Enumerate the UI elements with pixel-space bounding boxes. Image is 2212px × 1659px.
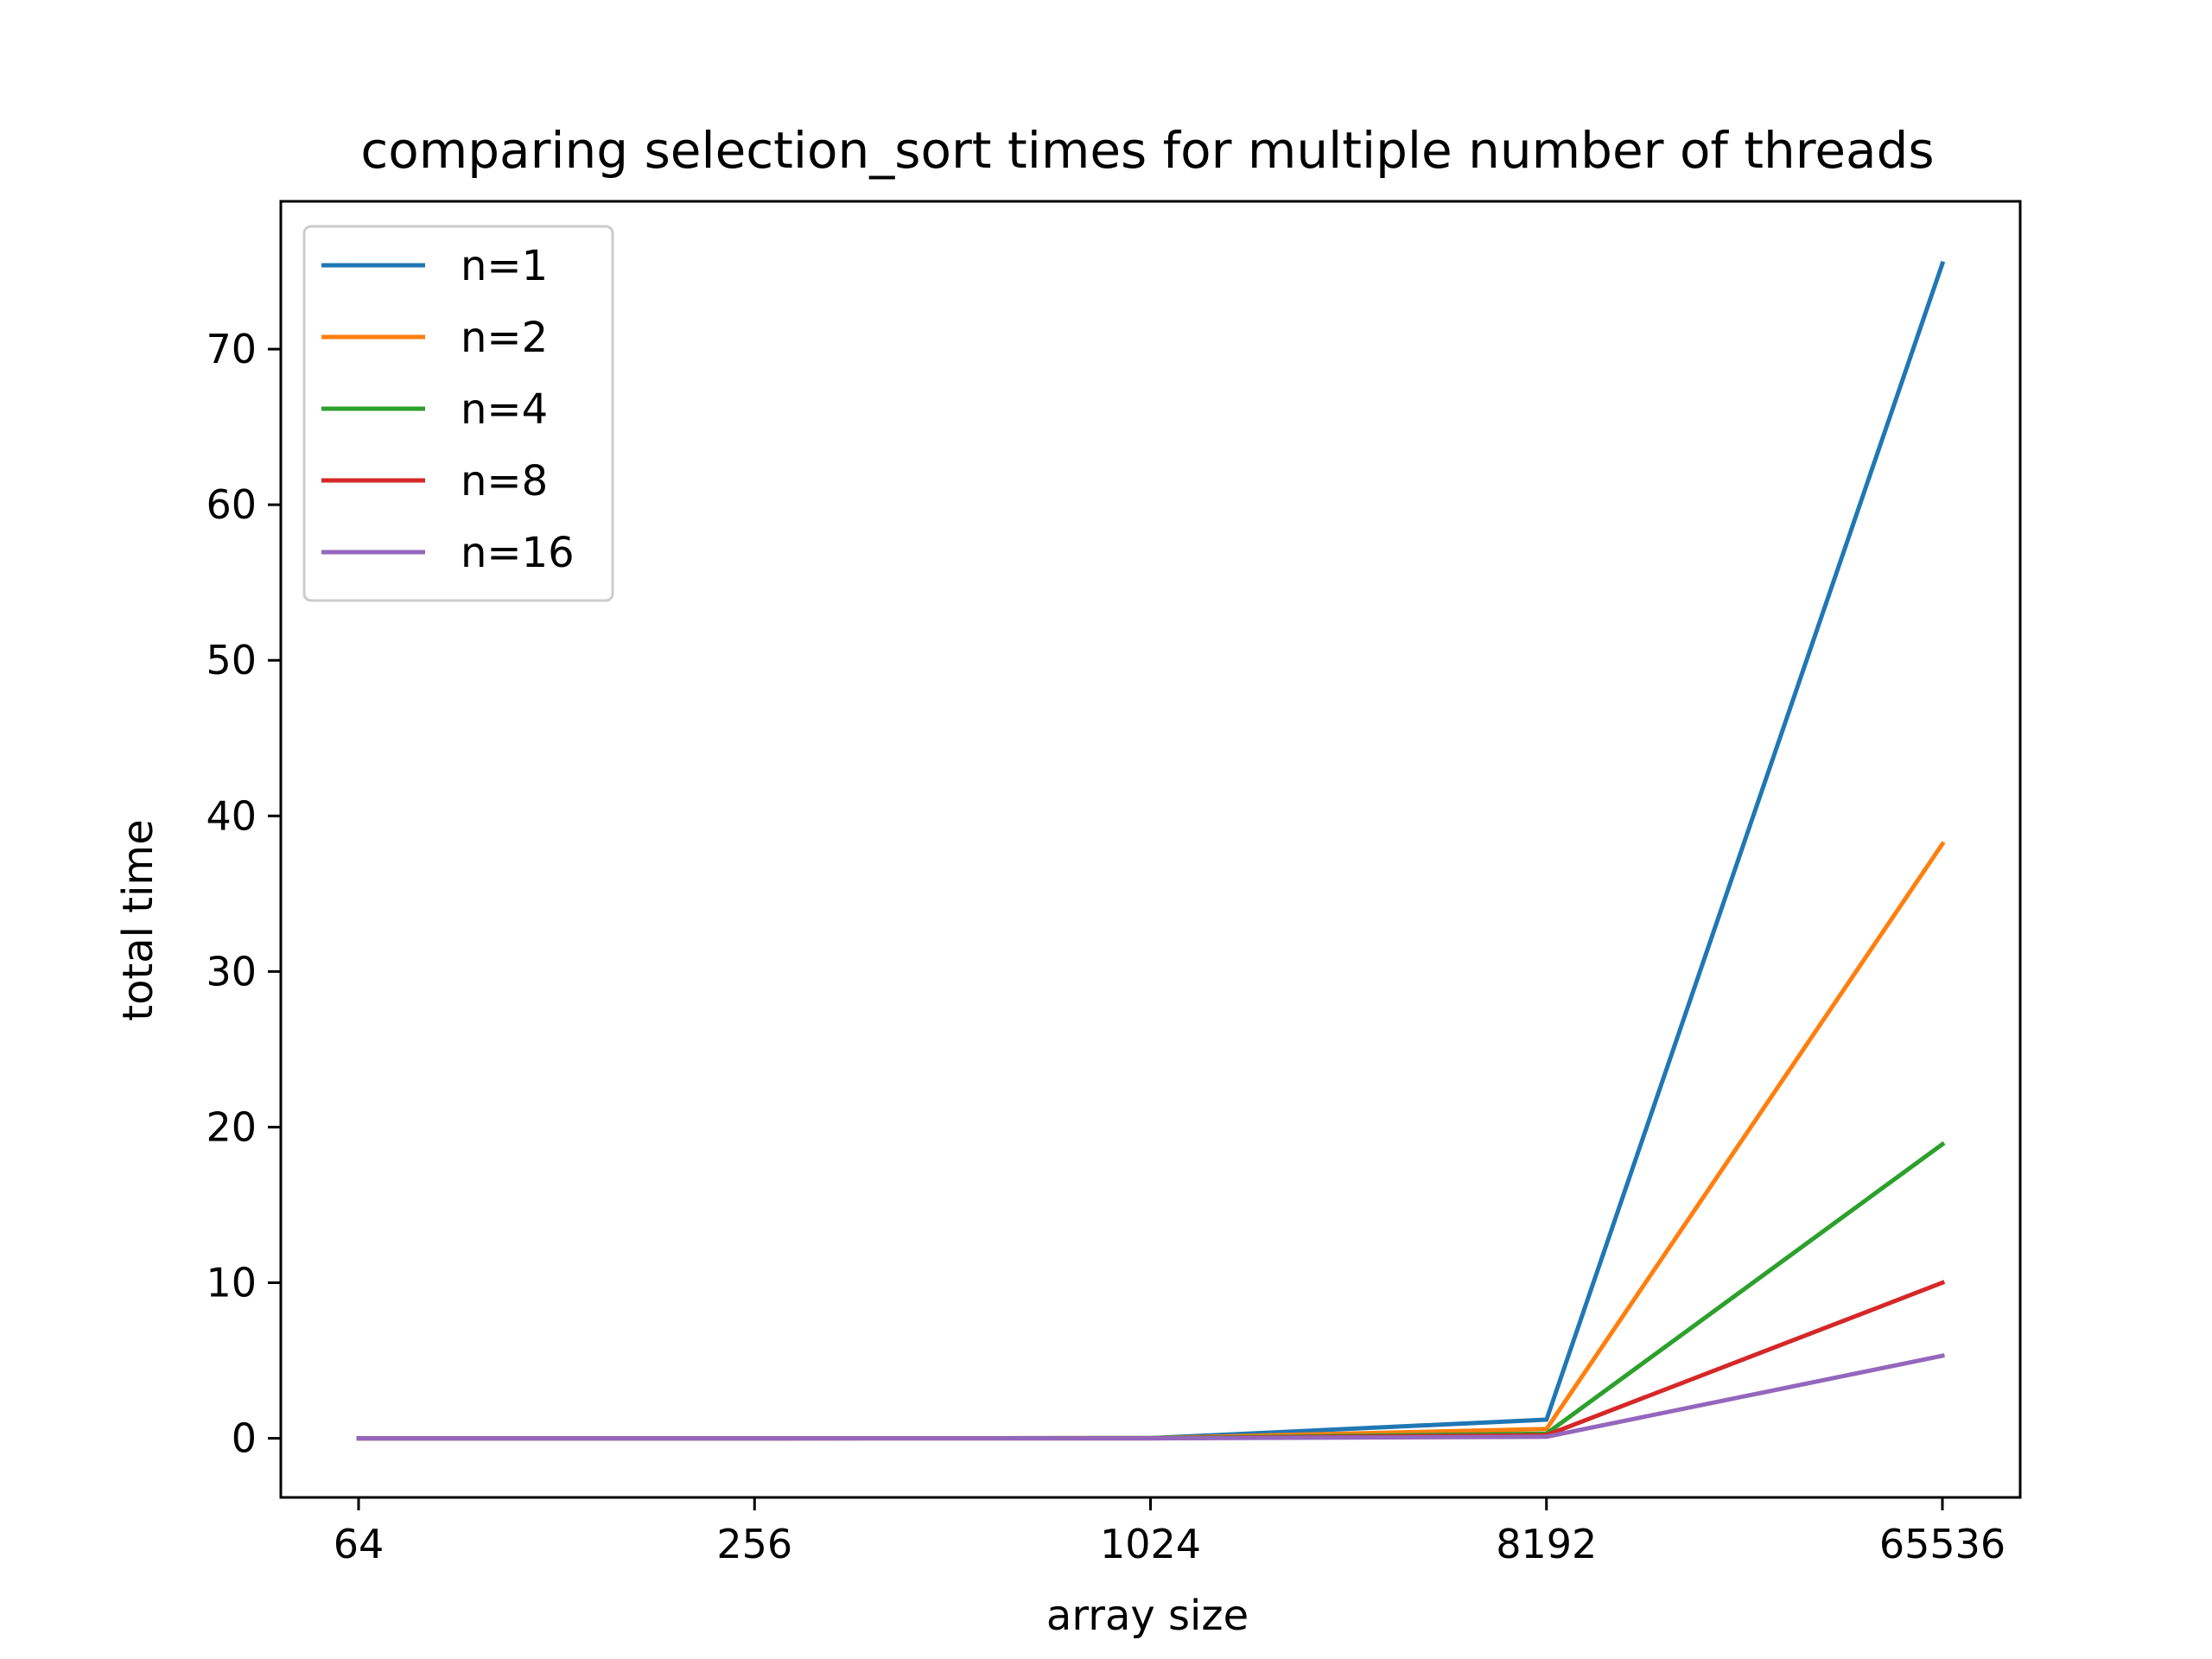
x-tick-label: 64 bbox=[334, 1521, 385, 1567]
axes: 64 256 1024 8192 65536 0 10 20 30 40 50 60 70 bbox=[206, 200, 2022, 1567]
chart-title: comparing selection_sort times for multi… bbox=[360, 121, 1934, 180]
y-axis-label: total time bbox=[114, 819, 162, 1020]
legend-label-n=16: n=16 bbox=[461, 529, 575, 577]
legend: n=1 n=2 n=4 n=8 n=16 bbox=[302, 225, 614, 602]
series-group bbox=[356, 260, 1946, 1441]
x-tick-label: 8192 bbox=[1496, 1521, 1597, 1567]
y-tick-label: 50 bbox=[206, 637, 257, 683]
y-tick-label: 30 bbox=[206, 948, 257, 995]
x-tick-label: 1024 bbox=[1100, 1521, 1201, 1567]
y-tick-label: 20 bbox=[206, 1103, 257, 1150]
x-tick-label: 256 bbox=[716, 1521, 792, 1567]
y-tick-label: 0 bbox=[232, 1415, 257, 1462]
y-tick-label: 60 bbox=[206, 481, 257, 528]
legend-label-n=8: n=8 bbox=[461, 457, 548, 505]
y-tick-label: 70 bbox=[206, 326, 257, 372]
legend-label-n=4: n=4 bbox=[461, 385, 548, 434]
legend-box bbox=[302, 225, 614, 602]
y-tick-label: 10 bbox=[206, 1260, 257, 1306]
x-tick-label: 65536 bbox=[1879, 1521, 2005, 1567]
x-axis-label: array size bbox=[1046, 1592, 1249, 1640]
series-line-n=16 bbox=[356, 1353, 1945, 1441]
y-tick-label: 40 bbox=[206, 792, 257, 839]
legend-label-n=1: n=1 bbox=[461, 242, 548, 290]
legend-label-n=2: n=2 bbox=[461, 314, 548, 362]
